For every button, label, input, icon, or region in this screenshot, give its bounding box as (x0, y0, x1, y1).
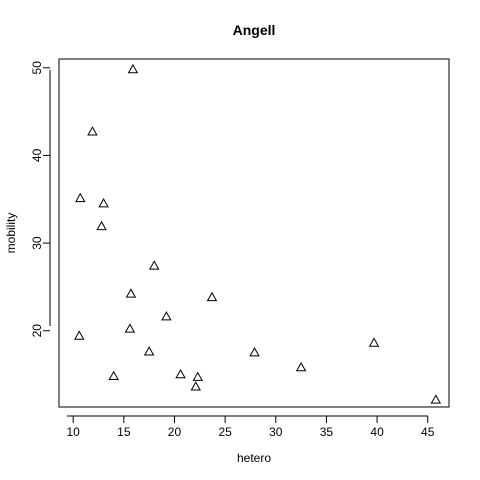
scatter-point (368, 337, 380, 347)
scatter-point (295, 361, 307, 372)
x-tick-label: 10 (67, 425, 81, 439)
scatter-point (148, 260, 160, 270)
x-tick-label: 20 (168, 425, 182, 439)
scatter-point (87, 126, 98, 136)
chart-title: Angell (233, 22, 276, 38)
y-axis-label: mobility (4, 213, 18, 254)
x-axis-label: hetero (237, 451, 271, 465)
scatter-point (75, 192, 86, 203)
y-tick-label: 50 (30, 61, 44, 75)
plot-frame (58, 58, 450, 408)
scatter-point (175, 368, 186, 379)
scatter-point (108, 370, 119, 381)
scatter-point (192, 371, 204, 381)
y-tick-label: 20 (30, 324, 44, 338)
scatter-point (143, 346, 155, 356)
scatter-point (249, 347, 260, 357)
x-axis-ticks: 10 15 20 25 30 35 40 45 (67, 416, 435, 439)
scatter-point (206, 291, 218, 302)
scatter-point (161, 311, 172, 321)
x-tick-label: 25 (218, 425, 232, 439)
scatter-point (96, 220, 107, 231)
x-tick-label: 30 (269, 425, 283, 439)
scatter-point (125, 288, 137, 298)
scatter-point (127, 63, 139, 74)
x-tick-label: 40 (370, 425, 384, 439)
scatter-point (124, 323, 136, 333)
x-tick-label: 15 (117, 425, 131, 439)
y-axis-ticks: 20 30 40 50 (30, 61, 50, 338)
scatter-point (190, 381, 202, 391)
scatter-point (74, 330, 85, 340)
y-tick-label: 30 (30, 236, 44, 250)
scatter-point (430, 394, 442, 404)
x-tick-label: 45 (421, 425, 435, 439)
scatter-point (98, 198, 109, 208)
data-points (74, 63, 442, 404)
x-tick-label: 35 (320, 425, 334, 439)
y-tick-label: 40 (30, 148, 44, 162)
